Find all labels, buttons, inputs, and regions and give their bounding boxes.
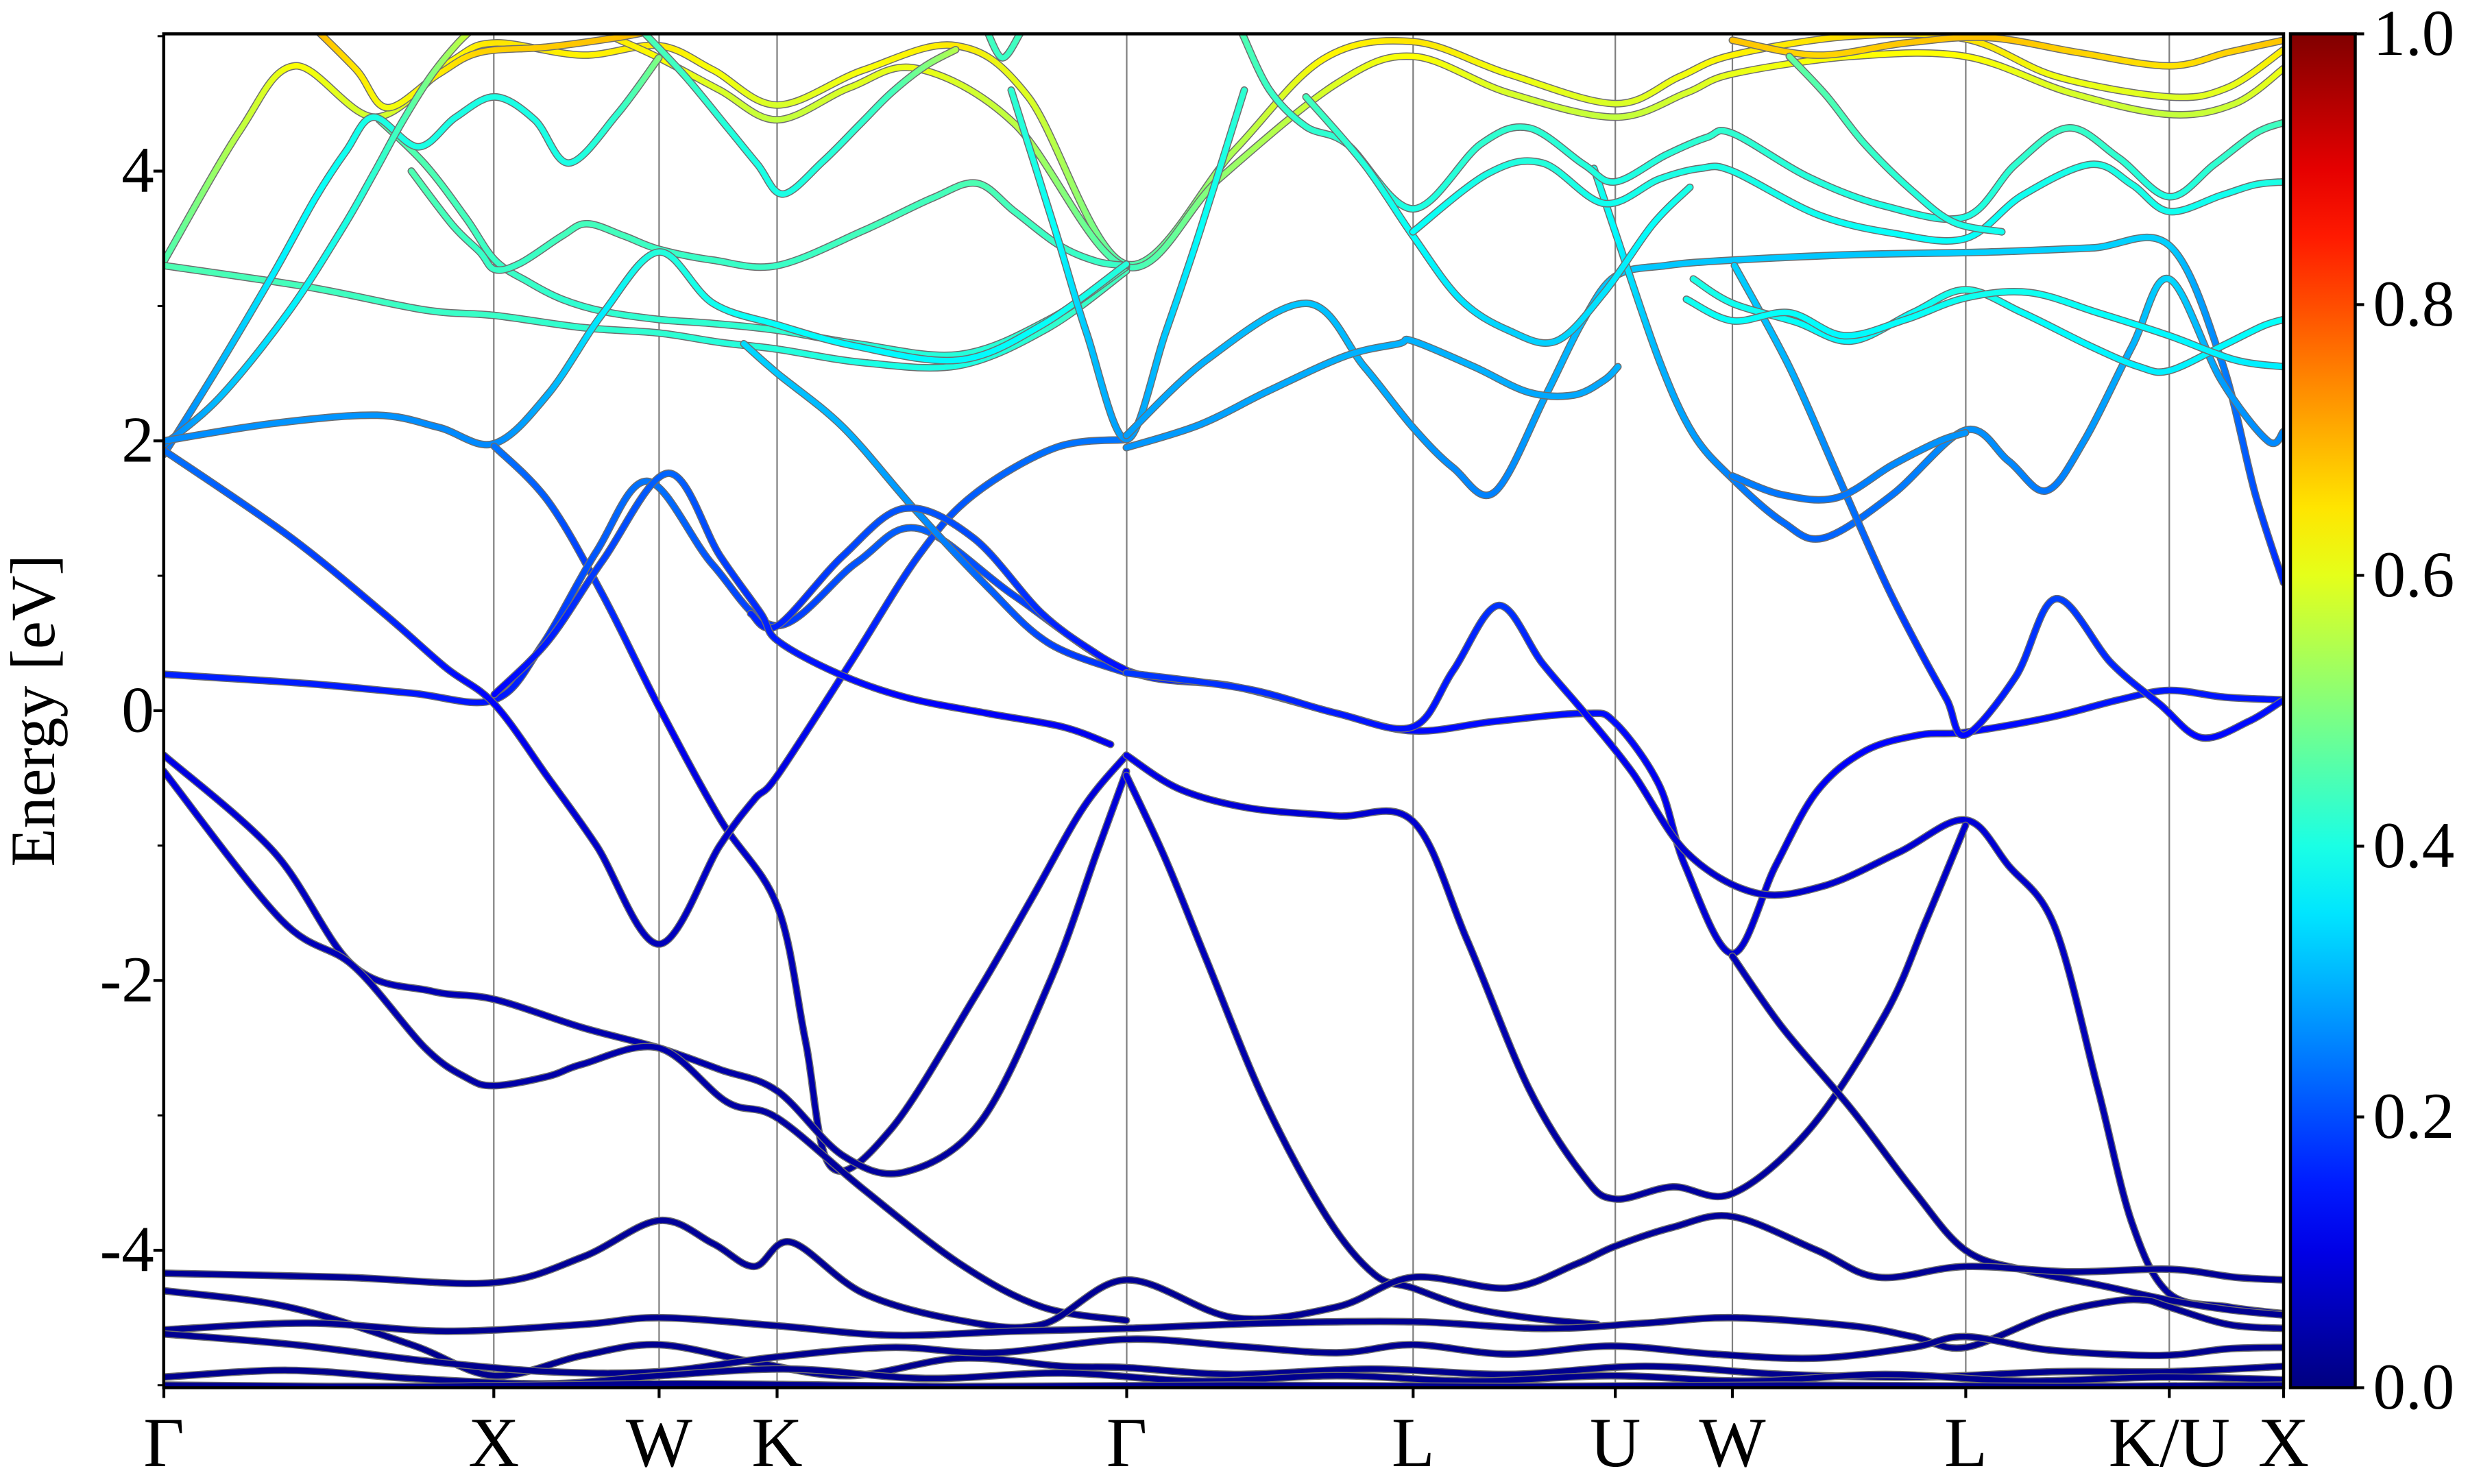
svg-text:-4: -4	[100, 1213, 154, 1286]
svg-text:Energy [eV]: Energy [eV]	[0, 555, 68, 867]
svg-text:L: L	[1944, 1404, 1987, 1481]
svg-text:Γ: Γ	[143, 1404, 184, 1481]
svg-text:W: W	[626, 1404, 693, 1481]
svg-text:Γ: Γ	[1106, 1404, 1148, 1481]
svg-text:L: L	[1392, 1404, 1435, 1481]
svg-text:0.2: 0.2	[2373, 1080, 2455, 1152]
svg-text:X: X	[468, 1404, 519, 1481]
svg-text:1.0: 1.0	[2373, 0, 2455, 69]
svg-text:W: W	[1699, 1404, 1766, 1481]
svg-text:K: K	[751, 1404, 802, 1481]
svg-text:0.8: 0.8	[2373, 267, 2455, 340]
svg-text:K/U: K/U	[2109, 1404, 2230, 1481]
svg-text:0.0: 0.0	[2373, 1350, 2455, 1423]
svg-text:X: X	[2258, 1404, 2309, 1481]
svg-text:0.4: 0.4	[2373, 809, 2455, 881]
svg-text:2: 2	[121, 404, 154, 476]
svg-text:0.6: 0.6	[2373, 538, 2455, 611]
svg-text:-2: -2	[100, 943, 154, 1016]
svg-text:4: 4	[121, 134, 154, 206]
svg-text:U: U	[1590, 1404, 1641, 1481]
svg-text:0: 0	[121, 673, 154, 746]
